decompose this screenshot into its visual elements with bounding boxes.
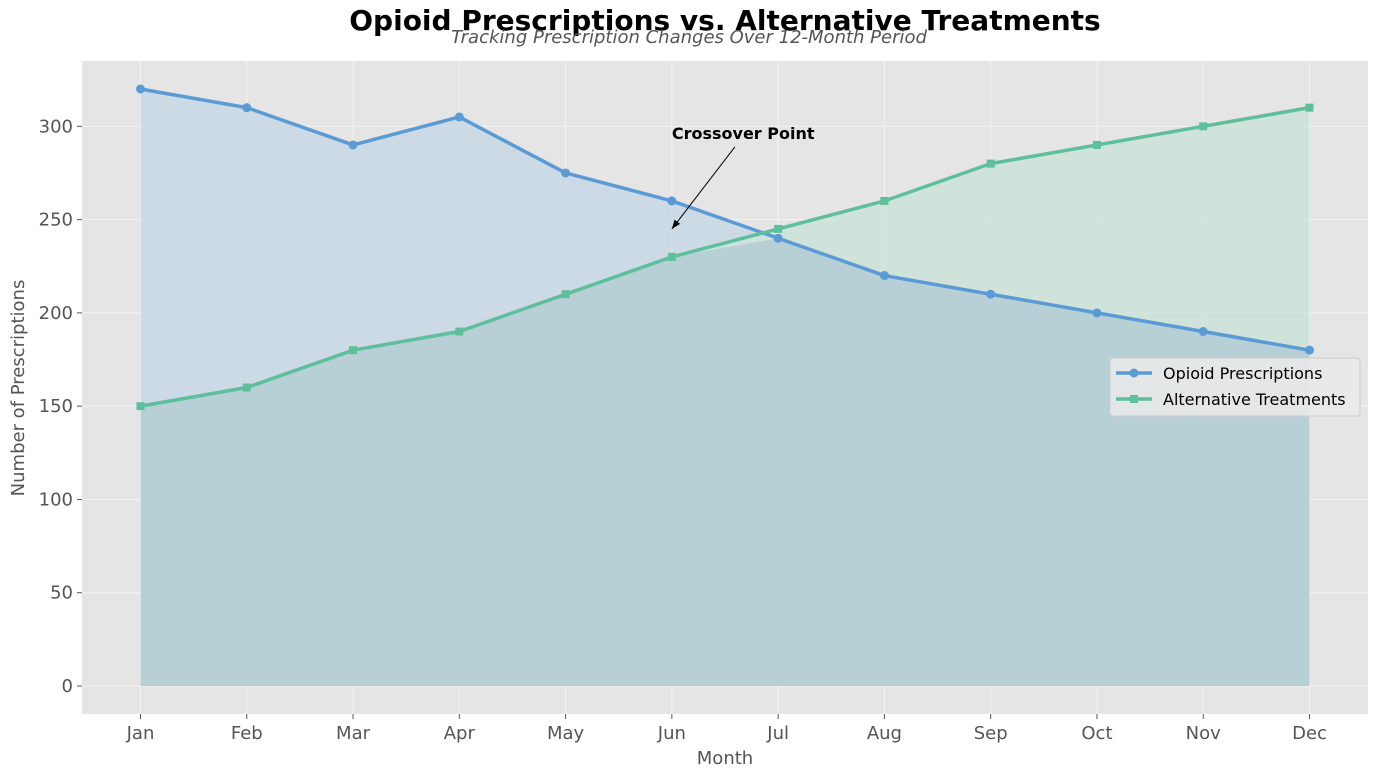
- annotation: Crossover Point: [671, 124, 815, 230]
- x-tick-label: Sep: [974, 723, 1008, 744]
- data-point-series-0: [242, 103, 252, 113]
- data-point-series-0: [348, 140, 358, 150]
- x-tick-label: Feb: [231, 723, 263, 744]
- legend-marker-opioid: [1129, 368, 1139, 378]
- area-fills: [140, 88, 1310, 687]
- series-lines: [140, 87, 1310, 408]
- chart-subtitle: Tracking Prescription Changes Over 12-Mo…: [451, 27, 927, 48]
- data-point-series-0: [986, 289, 996, 299]
- data-point-series-1: [1092, 140, 1101, 149]
- data-point-series-0: [561, 168, 571, 178]
- data-point-series-0: [1198, 327, 1208, 337]
- data-point-series-1: [774, 224, 783, 233]
- data-point-series-1: [136, 402, 145, 411]
- data-point-series-1: [880, 196, 889, 205]
- x-tick-label: Dec: [1292, 723, 1327, 744]
- x-tick-label: Nov: [1186, 723, 1221, 744]
- data-point-series-0: [667, 196, 677, 206]
- data-point-series-1: [667, 252, 676, 261]
- series-line-1: [140, 105, 1310, 408]
- area-fill-overlap: [140, 238, 1310, 687]
- data-point-series-1: [349, 346, 358, 355]
- y-axis-label: Number of Prescriptions: [8, 280, 29, 497]
- annotation-text: Crossover Point: [672, 124, 815, 143]
- x-tick-label: Apr: [444, 723, 476, 744]
- data-point-series-0: [879, 271, 889, 281]
- x-tick-label: May: [547, 723, 585, 744]
- legend-box: [1109, 357, 1361, 417]
- legend-label-opioid: Opioid Prescriptions: [1163, 364, 1322, 383]
- data-point-series-0: [1092, 308, 1102, 318]
- data-point-series-1: [1199, 122, 1208, 131]
- y-tick-label: 250: [39, 210, 73, 231]
- x-tick-label: Jan: [126, 723, 155, 744]
- data-point-series-1: [1305, 103, 1314, 112]
- y-tick-label: 0: [62, 676, 73, 697]
- x-tick-label: Jul: [766, 723, 789, 744]
- y-tick-label: 200: [39, 303, 73, 324]
- data-point-series-1: [455, 327, 464, 336]
- y-tick-label: 50: [50, 583, 73, 604]
- legend-label-alternative: Alternative Treatments: [1163, 390, 1346, 409]
- data-point-series-0: [454, 112, 464, 122]
- x-tick-label: Jun: [657, 723, 686, 744]
- annotation-arrow: [671, 146, 736, 230]
- x-tick-label: Mar: [336, 723, 371, 744]
- y-tick-label: 100: [39, 489, 73, 510]
- legend: Opioid Prescriptions Alternative Treatme…: [1109, 357, 1361, 417]
- y-tick-label: 300: [39, 116, 73, 137]
- annotation-arrowhead: [671, 219, 681, 229]
- y-tick-label: 150: [39, 396, 73, 417]
- x-tick-label: Aug: [867, 723, 902, 744]
- data-point-series-0: [1305, 345, 1314, 355]
- x-tick-label: Oct: [1081, 723, 1112, 744]
- x-tick-labels: Jan Feb Mar Apr May Jun Jul Aug Sep Oct Nov Dec: [126, 714, 1327, 744]
- y-tick-labels: 0 50 100 150 200 250 300: [39, 116, 82, 697]
- x-axis-label: Month: [697, 748, 753, 769]
- data-point-series-0: [773, 233, 783, 243]
- legend-marker-alternative: [1130, 395, 1138, 403]
- series-line-0: [140, 87, 1310, 352]
- series-markers: [136, 84, 1314, 411]
- data-point-series-1: [242, 383, 251, 392]
- data-point-series-1: [986, 159, 995, 168]
- data-point-series-1: [561, 290, 570, 299]
- chart-title: Opioid Prescriptions vs. Alternative Tre…: [349, 4, 1101, 37]
- data-point-series-0: [136, 84, 145, 94]
